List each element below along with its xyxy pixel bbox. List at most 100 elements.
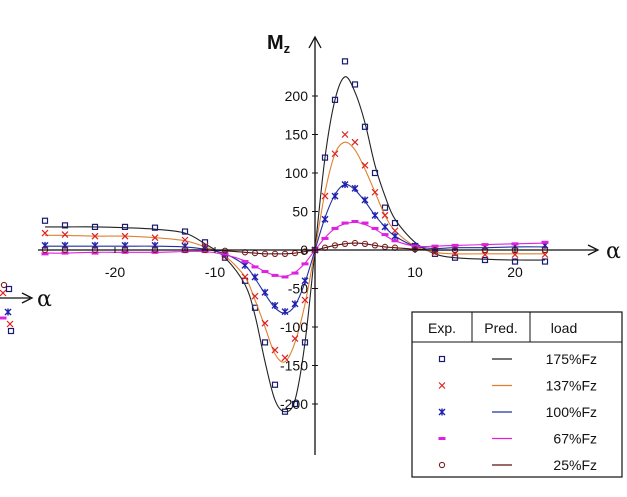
exp-point bbox=[271, 250, 279, 257]
exp-point bbox=[301, 296, 309, 304]
exp-point bbox=[511, 242, 519, 246]
exp-point bbox=[291, 400, 299, 408]
fragment-point bbox=[0, 281, 8, 289]
y-tick-label: -50 bbox=[288, 281, 308, 297]
exp-point bbox=[181, 236, 189, 244]
exp-point bbox=[341, 181, 349, 189]
exp-point bbox=[241, 273, 249, 281]
y-axis-label: Mz bbox=[267, 32, 291, 56]
exp-point bbox=[201, 239, 209, 246]
exp-point bbox=[151, 234, 159, 242]
exp-point bbox=[281, 354, 289, 362]
exp-point bbox=[331, 192, 339, 200]
exp-point bbox=[271, 381, 279, 388]
exp-point bbox=[201, 250, 209, 254]
legend-header: Pred. bbox=[484, 320, 517, 336]
exp-point bbox=[351, 184, 359, 192]
legend-marker bbox=[438, 355, 446, 363]
legend: Exp. Pred. load 175%Fz 137%Fz 100%Fz 67%Fz 25%F… bbox=[411, 311, 623, 478]
legend-row: 100%Fz bbox=[438, 404, 597, 420]
exp-point bbox=[371, 242, 379, 249]
exp-point bbox=[481, 251, 489, 259]
exp-point bbox=[391, 227, 399, 235]
legend-box bbox=[411, 311, 623, 478]
exp-point bbox=[281, 308, 289, 316]
exp-point bbox=[341, 240, 349, 247]
exp-point bbox=[121, 223, 129, 230]
exp-point bbox=[371, 226, 379, 230]
exp-point bbox=[291, 335, 299, 342]
exp-point bbox=[181, 228, 189, 235]
exp-point bbox=[451, 243, 459, 247]
legend-header: load bbox=[551, 320, 577, 336]
axes-layer: Mz α bbox=[38, 32, 621, 455]
exp-point bbox=[181, 250, 189, 254]
exp-point bbox=[321, 192, 329, 200]
exp-point bbox=[301, 339, 309, 346]
exp-point bbox=[381, 223, 389, 231]
exp-point bbox=[541, 251, 549, 259]
legend-marker bbox=[438, 437, 446, 440]
y-tick-label: 100 bbox=[285, 165, 309, 181]
exp-point bbox=[271, 346, 279, 354]
y-tick-label: -150 bbox=[280, 358, 308, 374]
exp-point bbox=[91, 223, 99, 230]
left-inset-fragment: α bbox=[0, 281, 52, 335]
exp-point bbox=[261, 270, 269, 274]
exp-point bbox=[291, 271, 299, 275]
exp-point bbox=[391, 239, 399, 243]
exp-point bbox=[151, 224, 159, 231]
fragment-arrow bbox=[21, 292, 34, 304]
exp-point bbox=[331, 150, 339, 158]
exp-point bbox=[351, 81, 359, 88]
exp-point bbox=[41, 252, 49, 256]
legend-row: 175%Fz bbox=[438, 351, 597, 367]
exp-point bbox=[291, 300, 299, 308]
legend-marker bbox=[438, 382, 446, 389]
fragment-point bbox=[5, 285, 13, 293]
legend-label: 137%Fz bbox=[546, 378, 597, 394]
y-tick-label: -200 bbox=[280, 396, 308, 412]
exp-point bbox=[341, 58, 349, 65]
exp-point bbox=[41, 229, 49, 237]
exp-point bbox=[221, 247, 229, 254]
exp-point bbox=[251, 273, 259, 281]
exp-point bbox=[511, 258, 519, 265]
exp-point bbox=[321, 154, 329, 161]
exp-point bbox=[361, 196, 369, 204]
exp-point bbox=[361, 221, 369, 225]
exp-point bbox=[321, 215, 329, 223]
legend-row: 137%Fz bbox=[438, 378, 597, 394]
exp-point bbox=[241, 260, 249, 264]
exp-point bbox=[61, 231, 69, 239]
exp-point bbox=[341, 131, 349, 138]
exp-point bbox=[391, 232, 399, 240]
exp-point bbox=[371, 211, 379, 219]
exp-point bbox=[351, 138, 359, 146]
exp-point bbox=[361, 123, 369, 130]
exp-point bbox=[351, 220, 359, 224]
x-tick-label: 10 bbox=[407, 264, 423, 280]
exp-point bbox=[361, 240, 369, 247]
y-axis-arrow bbox=[308, 35, 322, 49]
exp-point bbox=[261, 339, 269, 346]
y-tick-label: 200 bbox=[285, 88, 309, 104]
exp-point bbox=[331, 96, 339, 103]
exp-point bbox=[261, 250, 269, 257]
exp-point bbox=[541, 240, 549, 244]
legend-label: 100%Fz bbox=[546, 404, 597, 420]
y-tick-label: 50 bbox=[292, 204, 308, 220]
exp-point bbox=[371, 169, 379, 177]
legend-header: Exp. bbox=[428, 320, 456, 336]
x-axis-label: α bbox=[606, 239, 621, 264]
fragment-point bbox=[0, 316, 7, 320]
exp-point bbox=[361, 161, 369, 169]
x-tick-label: -20 bbox=[105, 264, 125, 280]
fragment-point bbox=[0, 289, 7, 297]
ticks-layer: -20 -10 10 20 -200 -150 -100 -50 0 50 100 150 200 bbox=[105, 88, 523, 412]
fragment-point bbox=[4, 308, 12, 316]
y-tick-label: -100 bbox=[280, 319, 308, 335]
exp-point bbox=[91, 232, 99, 240]
fragment-point bbox=[6, 320, 14, 328]
exp-point bbox=[261, 288, 269, 296]
